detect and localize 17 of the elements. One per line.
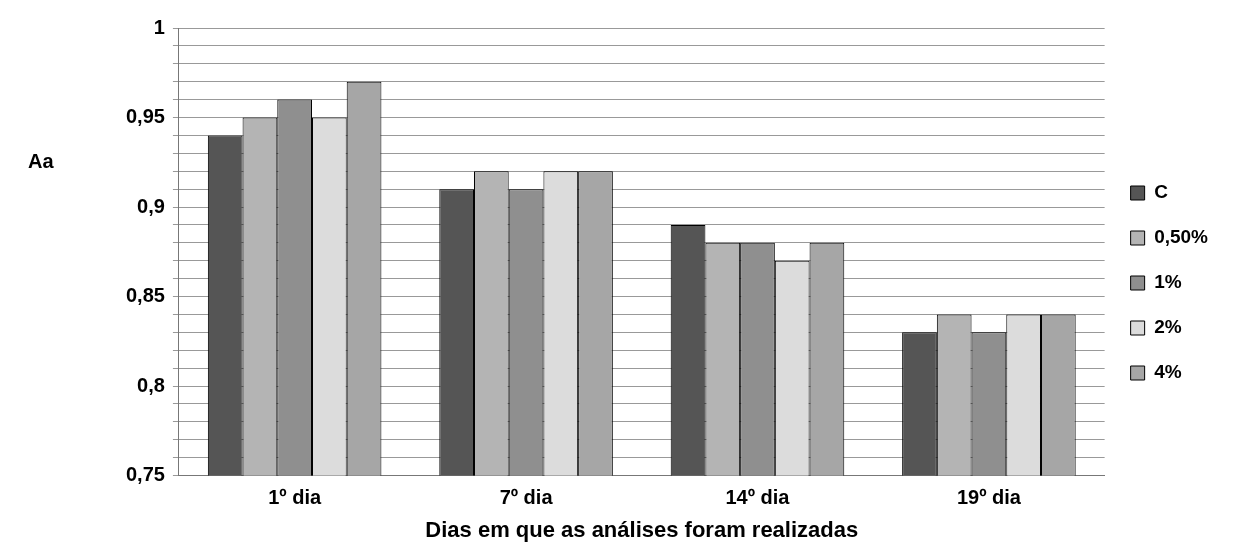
y-tick-label: 0,9 — [137, 194, 165, 217]
x-tick-label: 1º dia — [268, 486, 322, 509]
x-tick-label: 14º dia — [725, 486, 791, 509]
y-axis-title: Aa — [28, 149, 55, 172]
legend-label: 0,50% — [1154, 226, 1209, 248]
x-axis-title: Dias em que as análises foram realizadas — [425, 516, 859, 542]
legend-label: 2% — [1154, 316, 1182, 338]
legend-label: 4% — [1154, 361, 1182, 383]
y-tick-label: 0,95 — [125, 105, 165, 128]
legend-label: 1% — [1154, 271, 1182, 293]
y-tick-label: 1 — [153, 15, 165, 38]
y-tick-label: 0,8 — [137, 373, 165, 396]
legend-label: C — [1154, 181, 1169, 203]
x-tick-label: 7º dia — [499, 486, 554, 509]
x-tick-label: 19º dia — [956, 486, 1022, 509]
y-tick-label: 0,85 — [125, 284, 165, 307]
y-tick-label: 0,75 — [125, 463, 165, 486]
